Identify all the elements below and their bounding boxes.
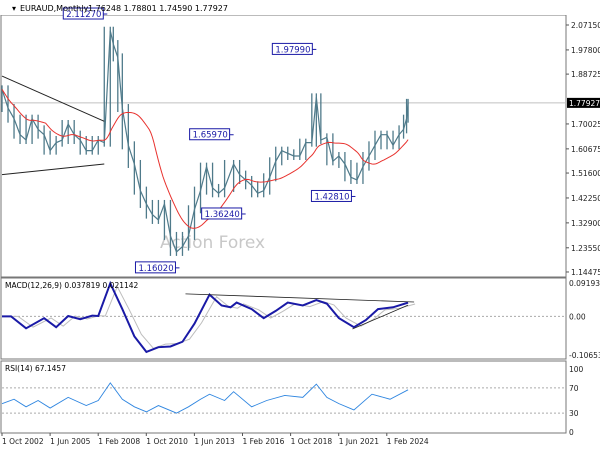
price-line: [1, 30, 409, 253]
x-tick-label: 1 Oct 2018: [291, 437, 333, 446]
macd-title: MACD(12,26,9) 0.037819 0.021142: [5, 281, 139, 290]
y-tick-label: 2.07150: [571, 21, 600, 30]
y-tick-label: 1.51600: [571, 169, 600, 178]
y-tick-label: 1.42250: [571, 194, 600, 203]
rsi-tick-label: 100: [569, 365, 584, 374]
annotation-box: [271, 42, 313, 55]
annotation-label: 2.11270: [66, 10, 101, 20]
x-tick-label: 1 Feb 2024: [387, 437, 429, 446]
trendline: [1, 75, 105, 122]
header-bar: [0, 0, 600, 15]
rsi-tick-label: 30: [569, 409, 579, 418]
annotation-label: 1.42810: [314, 192, 349, 202]
annotation-label: 1.97990: [275, 45, 310, 55]
y-tick-label: 1.70025: [571, 120, 600, 129]
macd-tick-label: -0.106534: [569, 351, 600, 360]
current-price-badge: [567, 97, 600, 108]
dropdown-arrow-icon[interactable]: ▾: [12, 4, 16, 13]
macd-line: [2, 280, 409, 354]
y-tick-label: 1.32900: [571, 219, 600, 228]
trendline: [1, 163, 105, 176]
annotation-label: 1.16020: [138, 264, 173, 274]
annotation-box: [134, 261, 176, 274]
rsi-panel-frame: [0, 360, 567, 434]
annotation-label: 1.65970: [193, 131, 228, 141]
x-tick-label: 1 Feb 2008: [98, 437, 140, 446]
symbol-label: EURAUD,Monthly: [20, 4, 88, 13]
macd-panel-frame: [0, 277, 567, 360]
x-tick-label: 1 Oct 2010: [146, 437, 188, 446]
rsi-tick-label: 0: [569, 428, 574, 437]
annotation-box: [189, 128, 231, 141]
annotation-box: [310, 189, 352, 202]
annotation-box: [201, 207, 243, 220]
y-tick-label: 1.88725: [571, 70, 600, 79]
y-tick-label: 1.97800: [571, 46, 600, 55]
y-tick-label: 1.14475: [571, 268, 600, 277]
macd-tick-label: 0.091935: [569, 279, 600, 288]
ohlc-values: 1.76248 1.78801 1.74590 1.77927: [88, 4, 228, 13]
moving-average-line: [1, 89, 409, 229]
watermark: Action Forex: [160, 233, 265, 253]
y-tick-label: 1.23550: [571, 244, 600, 253]
annotation-box: [62, 7, 104, 20]
y-tick-label: 1.60675: [571, 145, 600, 154]
macd-signal-line: [9, 285, 416, 349]
current-price-label: 1.77927: [569, 99, 600, 108]
rsi-line: [1, 382, 409, 414]
macd-trendline: [352, 304, 409, 330]
macd-tick-label: 0.00: [569, 312, 586, 321]
x-tick-label: 1 Jun 2021: [339, 437, 380, 446]
x-tick-label: 1 Jun 2005: [50, 437, 91, 446]
rsi-title: RSI(14) 67.1457: [5, 364, 66, 373]
x-tick-label: 1 Oct 2002: [2, 437, 44, 446]
x-tick-label: 1 Jun 2013: [194, 437, 235, 446]
macd-trendline: [185, 293, 415, 303]
rsi-tick-label: 70: [569, 384, 579, 393]
annotation-label: 1.36240: [205, 210, 240, 220]
x-tick-label: 1 Feb 2016: [243, 437, 285, 446]
